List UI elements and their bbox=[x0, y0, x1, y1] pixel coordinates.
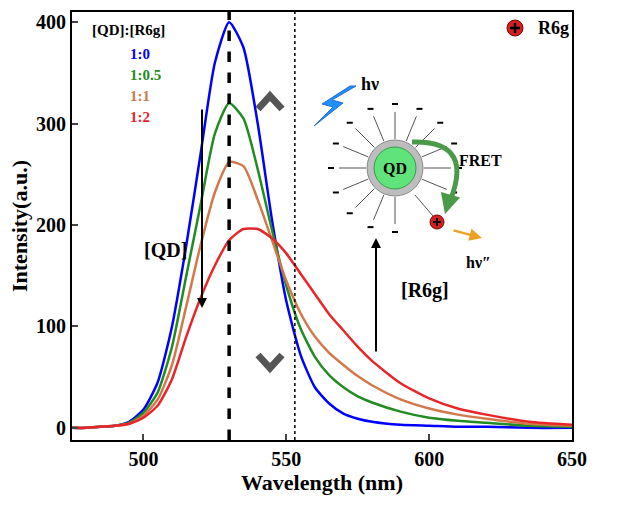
svg-text:1:2: 1:2 bbox=[130, 109, 150, 125]
svg-text:650: 650 bbox=[557, 448, 587, 470]
svg-text:550: 550 bbox=[271, 448, 301, 470]
svg-text:R6g: R6g bbox=[538, 18, 569, 38]
svg-text:500: 500 bbox=[128, 448, 158, 470]
svg-text:[QD]:[R6g]: [QD]:[R6g] bbox=[92, 22, 165, 38]
svg-text:QD: QD bbox=[383, 160, 407, 177]
svg-text:[R6g]: [R6g] bbox=[401, 279, 449, 302]
svg-text:100: 100 bbox=[36, 315, 66, 337]
svg-text:FRET: FRET bbox=[459, 152, 502, 169]
svg-text:200: 200 bbox=[36, 214, 66, 236]
svg-text:1:0: 1:0 bbox=[130, 46, 150, 62]
svg-text:1:0.5: 1:0.5 bbox=[130, 67, 161, 83]
svg-text:600: 600 bbox=[414, 448, 444, 470]
svg-text:hν: hν bbox=[361, 74, 379, 94]
svg-text:400: 400 bbox=[36, 11, 66, 33]
svg-text:1:1: 1:1 bbox=[130, 88, 150, 104]
svg-text:0: 0 bbox=[56, 417, 66, 439]
svg-text:300: 300 bbox=[36, 113, 66, 135]
svg-text:Wavelength (nm): Wavelength (nm) bbox=[241, 470, 403, 495]
svg-text:hν″: hν″ bbox=[466, 254, 491, 271]
svg-text:Intensity(a.u.): Intensity(a.u.) bbox=[7, 160, 32, 292]
svg-text:[QD]: [QD] bbox=[144, 239, 187, 261]
